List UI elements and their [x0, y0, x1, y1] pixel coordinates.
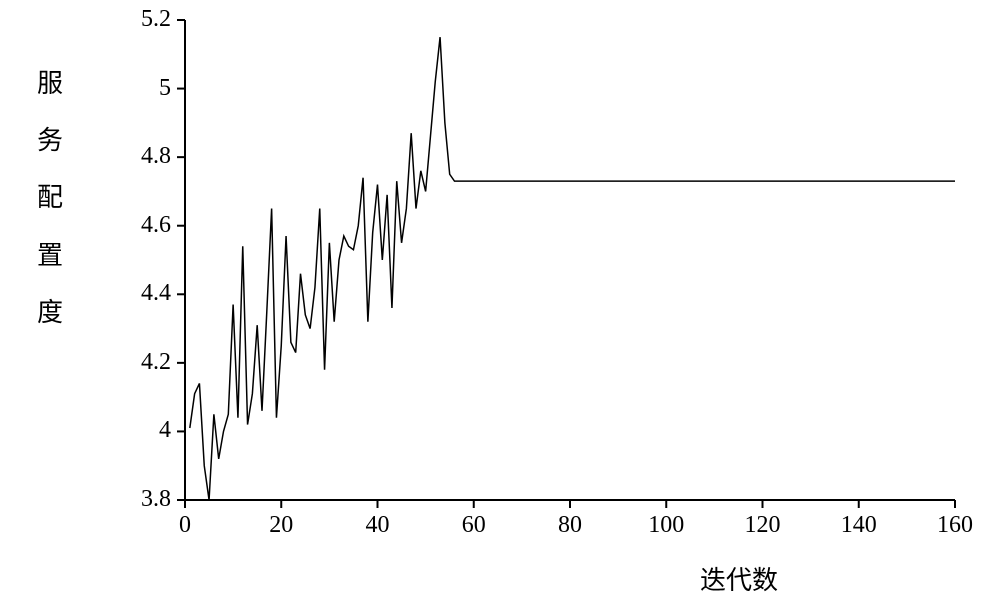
x-tick-label: 100 — [644, 512, 688, 539]
x-tick-label: 0 — [170, 512, 200, 539]
x-tick-label: 20 — [266, 512, 296, 539]
y-tick-label: 4.8 — [141, 143, 171, 170]
x-axis-label: 迭代数 — [700, 560, 778, 597]
y-tick-label: 5.2 — [141, 6, 171, 33]
x-tick-label: 160 — [933, 512, 977, 539]
y-tick-label: 4 — [159, 417, 171, 444]
x-tick-label: 80 — [555, 512, 585, 539]
chart-container: 服务配置度 迭代数 0204060801001201401603.844.24.… — [0, 0, 1000, 610]
y-tick-label: 3.8 — [141, 486, 171, 513]
y-tick-label: 5 — [159, 75, 171, 102]
x-tick-label: 120 — [741, 512, 785, 539]
data-line — [190, 37, 955, 500]
y-tick-label: 4.2 — [141, 349, 171, 376]
x-tick-label: 40 — [363, 512, 393, 539]
x-tick-label: 60 — [459, 512, 489, 539]
y-tick-label: 4.6 — [141, 212, 171, 239]
y-tick-label: 4.4 — [141, 280, 171, 307]
axes — [185, 20, 955, 500]
x-axis-label-text: 迭代数 — [700, 566, 778, 595]
x-tick-label: 140 — [837, 512, 881, 539]
